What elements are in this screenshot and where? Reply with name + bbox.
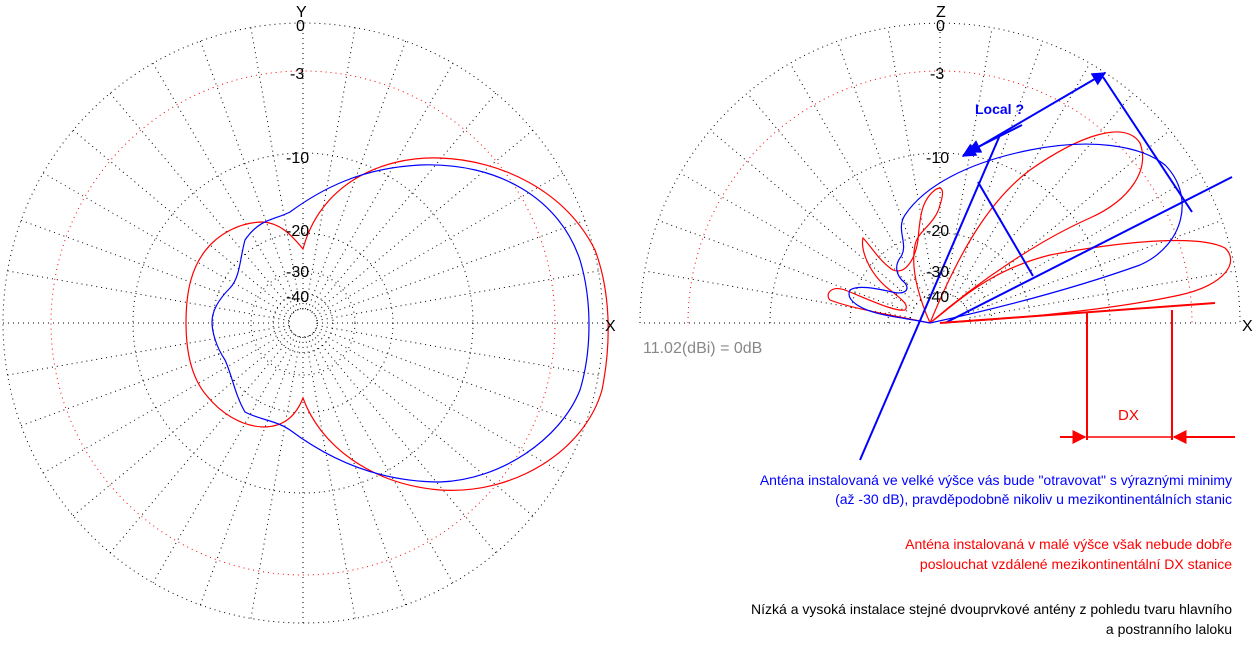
left-ring-label-0: 0	[296, 18, 305, 35]
grid-spoke	[250, 336, 302, 619]
azimuth-pattern-low-antenna	[185, 157, 609, 491]
grid-spoke	[42, 172, 292, 317]
azimuth-polar-plot: Y X 0 -3 -10 -20 -30 -40	[2, 4, 616, 624]
grid-spoke	[314, 172, 564, 317]
grid-spoke	[944, 27, 993, 294]
grid-spoke	[199, 335, 299, 606]
azimuth-pattern-high-antenna	[211, 164, 590, 483]
right-ring-label-20: -20	[926, 223, 949, 240]
caption-line-2: a postranního laloku	[1106, 621, 1232, 637]
azimuth-polar-grid	[2, 22, 604, 624]
left-ring-label-3: -3	[290, 66, 304, 83]
grid-spoke	[309, 334, 454, 584]
grid-spoke	[969, 270, 1236, 319]
low-install-note-line-1: Anténa instalovaná v malé výšce však neb…	[905, 536, 1232, 552]
left-ring-label-10: -10	[286, 150, 309, 167]
left-ring-label-30: -30	[286, 264, 309, 281]
elevation-pattern-low-antenna	[827, 131, 1232, 324]
grid-spoke	[304, 336, 356, 619]
dx-label: DX	[1118, 407, 1139, 424]
grid-spoke	[836, 40, 931, 295]
high-install-note-line-2: (až -30 dB), pravděpodobně nikoliv u mez…	[835, 491, 1232, 507]
right-ring-label-3: -3	[930, 66, 944, 83]
high-install-note-line-1: Anténa instalovaná ve velké výšce vás bu…	[760, 472, 1232, 488]
right-ring-label-10: -10	[926, 150, 949, 167]
grid-spoke	[20, 219, 291, 319]
grid-spoke	[315, 219, 586, 319]
dx-lobe-line	[939, 302, 1216, 324]
elevation-pattern-high-antenna	[848, 143, 1183, 324]
left-axis-x-label: X	[605, 318, 616, 335]
right-axis-z-label: Z	[936, 4, 946, 21]
grid-spoke	[709, 129, 918, 305]
grid-spoke	[304, 27, 356, 310]
grid-ring	[212, 232, 394, 414]
grid-spoke	[316, 324, 599, 376]
grid-spoke	[152, 334, 297, 584]
left-axis-y-label: Y	[296, 4, 307, 21]
grid-spoke	[657, 219, 912, 314]
grid-spoke	[199, 40, 299, 311]
grid-spoke	[315, 327, 586, 427]
caption-line-1: Nízká a vysoká instalace stejné dvouprvk…	[751, 601, 1232, 617]
grid-ring	[250, 270, 356, 376]
right-ring-label-40: -40	[926, 289, 949, 306]
left-ring-label-20: -20	[286, 223, 309, 240]
grid-spoke	[954, 62, 1091, 298]
grid-ring	[639, 22, 1241, 324]
grid-spoke	[962, 129, 1171, 305]
grid-spoke	[958, 92, 1134, 301]
grid-spoke	[109, 92, 295, 313]
grid-spoke	[746, 92, 922, 301]
grid-ring	[50, 70, 556, 576]
grid-ring	[288, 308, 318, 338]
reference-gain-label: 11.02(dBi) = 0dB	[643, 340, 762, 357]
local-bracket-right	[1102, 76, 1193, 213]
local-bracket-left	[977, 181, 1034, 277]
high-angle-direction-line	[859, 134, 1001, 461]
elevation-polar-grid	[639, 22, 1241, 324]
elevation-polar-plot: Local ? DX Z X 0 -3 -10 -20 -30 -40	[639, 4, 1253, 461]
low-install-note-line-2: poslouchat vzdálené mezikontinentální DX…	[920, 556, 1232, 572]
left-ring-label-40: -40	[286, 289, 309, 306]
grid-spoke	[72, 331, 293, 517]
grid-spoke	[311, 92, 497, 313]
grid-spoke	[109, 333, 295, 554]
grid-spoke	[42, 329, 292, 474]
grid-ring	[849, 232, 1031, 324]
right-axis-x-label: X	[1242, 318, 1253, 335]
grid-spoke	[965, 172, 1201, 309]
grid-spoke	[311, 333, 497, 554]
grid-spoke	[887, 27, 936, 294]
grid-ring	[687, 70, 1193, 324]
local-label: Local ?	[975, 101, 1024, 117]
grid-spoke	[789, 62, 926, 298]
right-ring-label-30: -30	[926, 264, 949, 281]
grid-spoke	[7, 270, 290, 322]
grid-spoke	[314, 329, 564, 474]
grid-spoke	[152, 62, 297, 312]
grid-spoke	[20, 327, 291, 427]
grid-spoke	[7, 324, 290, 376]
grid-spoke	[307, 40, 407, 311]
right-ring-label-0: 0	[936, 18, 945, 35]
grid-spoke	[968, 219, 1223, 314]
local-pointer-arrow	[966, 124, 1023, 153]
grid-spoke	[679, 172, 915, 309]
grid-spoke	[949, 40, 1044, 295]
grid-spoke	[307, 335, 407, 606]
grid-spoke	[316, 270, 599, 322]
